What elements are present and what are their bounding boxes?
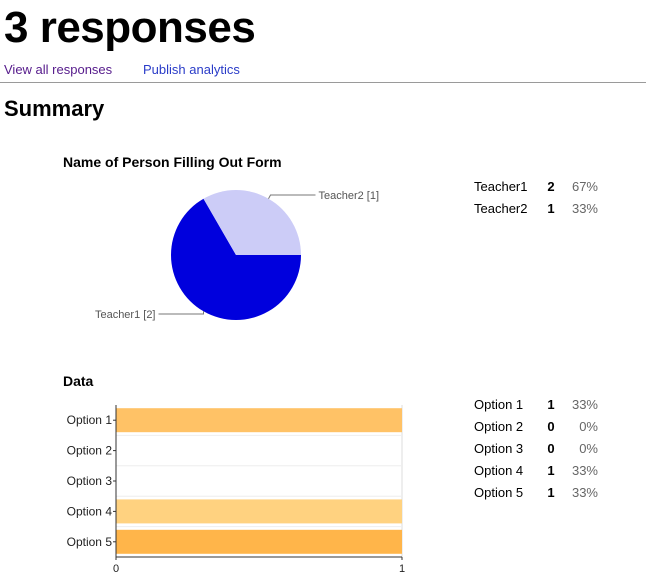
stats-row: Option 2 0 0% (474, 416, 598, 438)
x-tick-label: 1 (399, 563, 405, 575)
bar-category-label: Option 3 (67, 474, 113, 488)
pie-leader-line (158, 311, 204, 315)
stats-row: Option 5 1 33% (474, 482, 598, 504)
stats-percent: 33% (571, 201, 598, 216)
bar-category-label: Option 1 (67, 413, 113, 427)
stats-percent: 33% (571, 397, 598, 412)
stats-percent: 33% (571, 485, 598, 500)
stats-row: Option 4 1 33% (474, 460, 598, 482)
bar-category-label: Option 5 (67, 535, 113, 549)
stats-count: 2 (547, 179, 555, 194)
stats-count: 0 (547, 441, 555, 456)
x-tick-label: 0 (113, 563, 119, 575)
stats-count: 1 (547, 485, 555, 500)
pie-leader-line (268, 194, 316, 199)
pie-slice (171, 198, 301, 320)
stats-percent: 33% (571, 463, 598, 478)
stats-label: Option 2 (474, 419, 524, 434)
page-title: 3 responses (4, 3, 256, 52)
stats-label: Teacher1 (474, 179, 528, 194)
stats-percent: 0% (579, 441, 598, 456)
stats-count: 0 (547, 419, 555, 434)
bar (116, 408, 402, 433)
header-divider (0, 82, 646, 83)
pie-slice (203, 190, 301, 255)
pie-slice-label: Teacher2 [1] (319, 190, 380, 202)
stats-percent: 67% (571, 179, 598, 194)
stats-row: Teacher2 1 33% (474, 198, 598, 220)
stats-count: 1 (547, 397, 555, 412)
bar-category-label: Option 4 (67, 504, 113, 518)
stats-label: Option 1 (474, 397, 524, 412)
stats-count: 1 (547, 463, 555, 478)
bar-category-label: Option 2 (67, 444, 113, 458)
stats-label: Option 4 (474, 463, 524, 478)
stats-row: Option 1 1 33% (474, 394, 598, 416)
question-title-name: Name of Person Filling Out Form (63, 154, 282, 170)
question-title-data: Data (63, 373, 94, 389)
view-all-responses-link[interactable]: View all responses (4, 62, 113, 77)
stats-label: Option 3 (474, 441, 524, 456)
stats-row: Option 3 0 0% (474, 438, 598, 460)
stats-label: Teacher2 (474, 201, 528, 216)
publish-analytics-link[interactable]: Publish analytics (143, 62, 240, 77)
stats-label: Option 5 (474, 485, 524, 500)
pie-slice-label: Teacher1 [2] (95, 309, 156, 321)
bar-chart: Option 1 Option 2 Option 3 Option 4 Option 5… (67, 405, 405, 575)
pie-chart: Teacher1 [2] Teacher2 [1] (95, 190, 380, 321)
bar (116, 529, 402, 554)
stats-count: 1 (547, 201, 555, 216)
stats-table-name: Teacher1 2 67% Teacher2 1 33% (474, 176, 598, 220)
stats-table-data: Option 1 1 33% Option 2 0 0% Option 3 0 … (474, 394, 598, 504)
stats-percent: 0% (579, 419, 598, 434)
stats-row: Teacher1 2 67% (474, 176, 598, 198)
bar (116, 499, 402, 524)
summary-heading: Summary (4, 96, 105, 121)
